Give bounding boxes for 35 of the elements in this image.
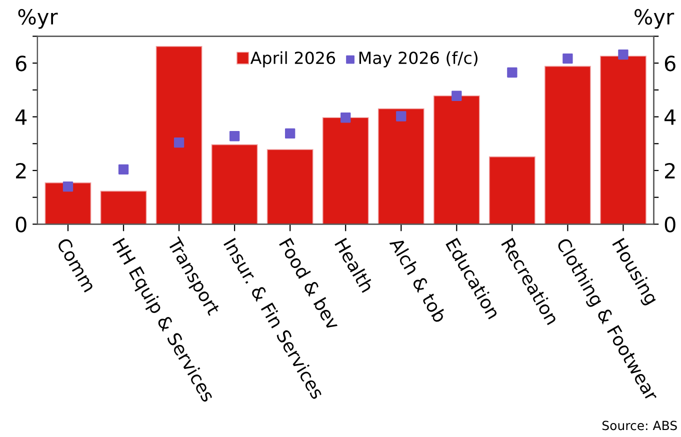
point [562,53,573,64]
bar [600,56,646,224]
y-tick-label: 6 [16,56,26,72]
point [174,137,184,148]
legend-label: May 2026 (f/c) [359,51,478,68]
bar [211,144,258,224]
point [340,112,351,123]
bar [488,156,536,224]
y2-tick-label: 6 [664,56,676,72]
point [507,67,518,78]
point [452,90,462,101]
bar [433,95,480,224]
bar [44,182,92,224]
bar [378,108,424,224]
point [62,182,74,192]
point [118,164,129,175]
point [229,131,240,142]
source-note: Source: ABS [602,420,677,430]
point [618,49,628,60]
point [285,128,296,139]
point [396,111,406,122]
bar [100,190,147,224]
y-axis-title: %yr [18,8,58,29]
y-tick-label: 2 [16,162,26,178]
bar [266,149,314,224]
bar [544,66,591,224]
y-tick-label: 0 [16,216,26,232]
bar [322,117,369,224]
y2-axis-title: %yr [634,8,674,29]
y-tick-label: 4 [15,110,27,125]
y2-tick-label: 2 [665,162,675,178]
y2-tick-label: 0 [664,216,676,232]
legend-label: April 2026 [250,51,336,68]
y2-tick-label: 4 [664,110,676,125]
bar [156,46,202,224]
